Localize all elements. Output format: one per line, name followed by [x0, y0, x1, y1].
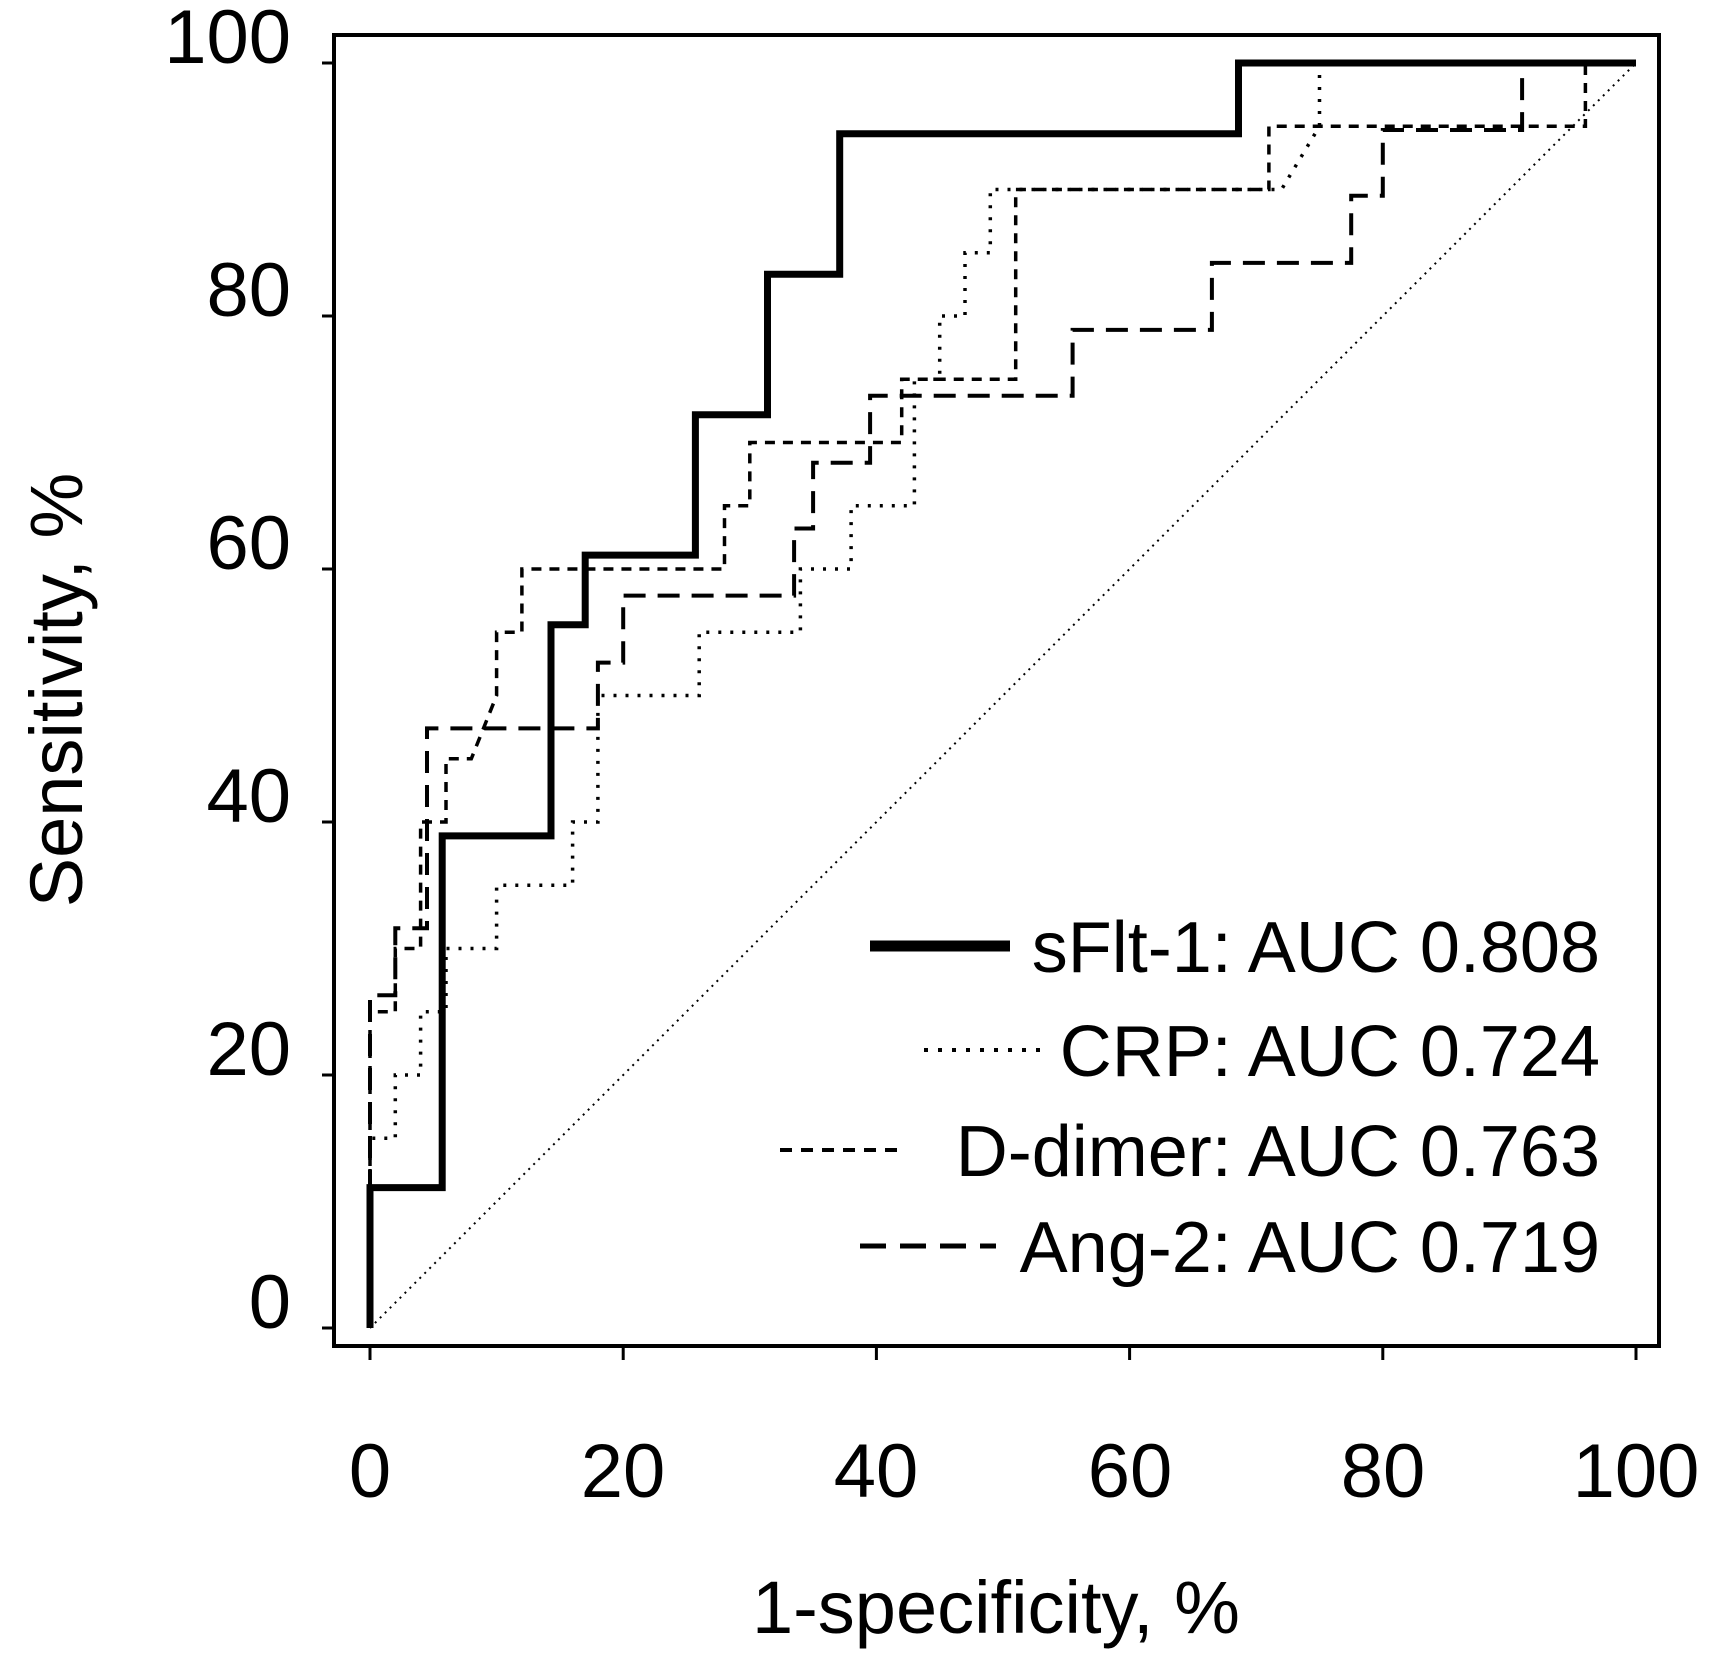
- series-line-sflt1: [366, 59, 1636, 1328]
- x-tick-label: 100: [1573, 1429, 1700, 1514]
- series-line-reference: [369, 62, 1637, 1329]
- x-tick-label: 0: [349, 1429, 391, 1514]
- y-tick-label: 60: [206, 501, 291, 586]
- y-tick-label: 0: [249, 1260, 291, 1345]
- x-axis-title: 1-specificity, %: [752, 1566, 1240, 1649]
- x-tick-label: 80: [1341, 1429, 1426, 1514]
- x-tick-labels: 0 20 40 60 80 100: [349, 1429, 1700, 1514]
- x-tick-label: 60: [1088, 1429, 1173, 1514]
- plot-frame: [332, 33, 1661, 1348]
- y-tick-label: 100: [164, 0, 291, 80]
- legend-label-crp: CRP: AUC 0.724: [1060, 1012, 1600, 1092]
- y-axis-title: Sensitivity, %: [15, 473, 98, 908]
- legend-label-ang2: Ang-2: AUC 0.719: [1020, 1208, 1600, 1288]
- y-tick-label: 80: [206, 248, 291, 333]
- series-line-ddimer: [368, 61, 1636, 1328]
- y-axis-ticks: [322, 61, 334, 1330]
- x-tick-label: 40: [834, 1429, 919, 1514]
- legend: sFlt-1: AUC 0.808 CRP: AUC 0.724 D-dimer…: [780, 908, 1600, 1288]
- y-tick-labels: 0 20 40 60 80 100: [164, 0, 291, 1345]
- series-line-ang2: [368, 61, 1636, 1328]
- x-axis-ticks: [368, 1346, 1638, 1360]
- x-tick-label: 20: [581, 1429, 666, 1514]
- y-tick-label: 20: [206, 1007, 291, 1092]
- legend-label-ddimer: D-dimer: AUC 0.763: [956, 1112, 1600, 1192]
- y-tick-label: 40: [206, 754, 291, 839]
- legend-label-sflt1: sFlt-1: AUC 0.808: [1032, 908, 1600, 988]
- plot-lines: [366, 59, 1637, 1329]
